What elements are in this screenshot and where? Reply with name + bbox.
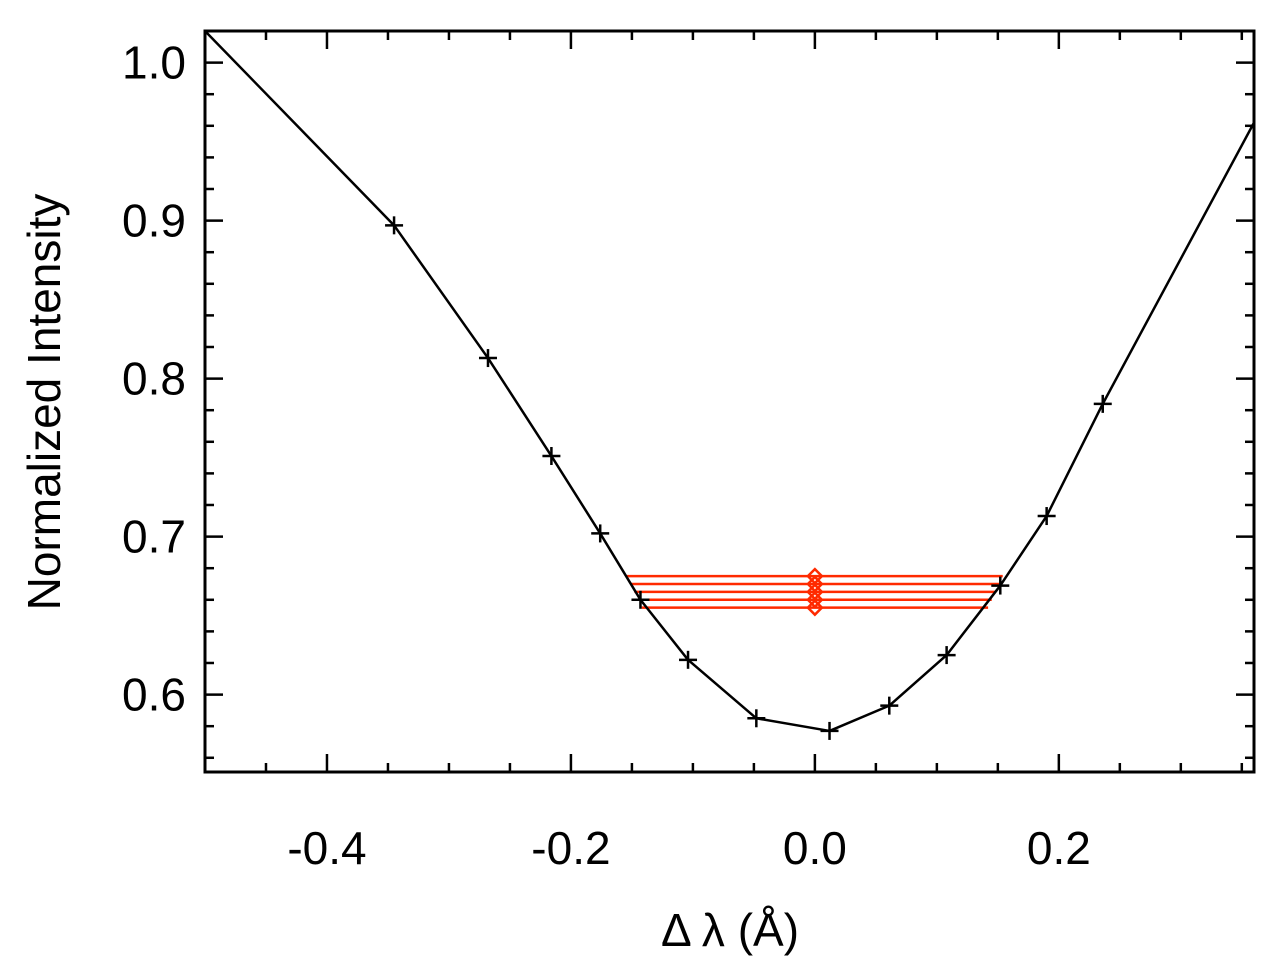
data-point-plus bbox=[631, 590, 650, 609]
y-tick-label: 1.0 bbox=[122, 37, 186, 89]
bisector-center-diamond bbox=[806, 583, 824, 601]
data-point-plus bbox=[880, 696, 899, 715]
data-point-plus bbox=[591, 524, 610, 543]
data-point-plus bbox=[991, 576, 1010, 595]
bisector-center-diamond bbox=[806, 575, 824, 593]
x-tick-label: -0.4 bbox=[287, 822, 366, 874]
y-tick-label: 0.9 bbox=[122, 195, 186, 247]
bisector-lines bbox=[627, 567, 1003, 617]
y-tick-label: 0.8 bbox=[122, 353, 186, 405]
plot-frame bbox=[203, 29, 1256, 774]
x-axis-title: Δ λ (Å) bbox=[661, 904, 799, 956]
profile-line bbox=[204, 30, 1256, 733]
data-point-plus bbox=[385, 216, 404, 235]
bisector-center-diamond bbox=[806, 591, 824, 609]
y-axis-title: Normalized Intensity bbox=[18, 194, 70, 611]
y-tick-labels: 0.6 0.7 0.8 0.9 1.0 bbox=[122, 37, 186, 721]
bisector-center-diamond bbox=[806, 567, 824, 585]
x-tick-label: 0.0 bbox=[783, 822, 847, 874]
data-point-plus bbox=[937, 646, 956, 665]
axis-ticks bbox=[203, 29, 1254, 772]
data-point-plus bbox=[478, 349, 497, 368]
series-layer bbox=[204, 30, 1256, 740]
x-tick-label: -0.2 bbox=[531, 822, 610, 874]
x-tick-labels: -0.4 -0.2 0.0 0.2 bbox=[287, 822, 1090, 874]
data-point-plus bbox=[1037, 507, 1056, 526]
data-point-plus bbox=[542, 447, 561, 466]
y-tick-label: 0.6 bbox=[122, 669, 186, 721]
data-point-plus bbox=[820, 721, 839, 740]
data-point-plus bbox=[1093, 394, 1112, 413]
x-tick-label: 0.2 bbox=[1027, 822, 1091, 874]
data-point-plus bbox=[679, 650, 698, 669]
y-tick-label: 0.7 bbox=[122, 511, 186, 563]
bisector-center-diamond bbox=[806, 598, 824, 617]
data-point-plus bbox=[747, 709, 766, 728]
